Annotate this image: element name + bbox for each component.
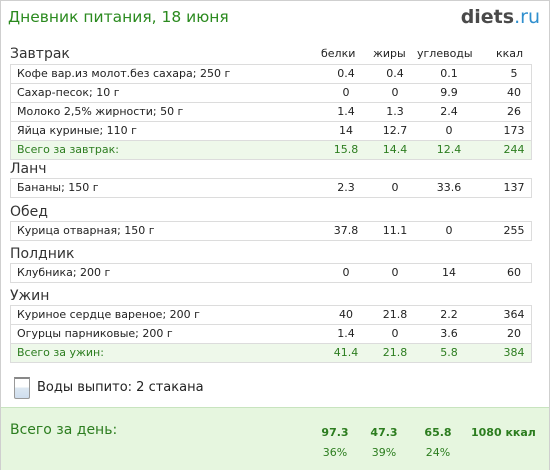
carbs-value: 0.1 [440, 67, 458, 80]
carbs-value: 14 [442, 266, 456, 279]
protein-value: 1.4 [337, 105, 355, 118]
meal-title-supper: Ужин [10, 288, 50, 304]
carbs-value: 2.2 [440, 308, 458, 321]
day-total-label: Всего за день: [10, 422, 118, 438]
carbs-value: 9.9 [440, 86, 458, 99]
protein-total: 15.8 [333, 143, 359, 156]
fat-value: 0 [391, 327, 399, 340]
carbs-value: 2.4 [440, 105, 458, 118]
meal-table-lunch: Бананы; 150 г 2.3 0 33.6 137 [10, 178, 532, 198]
kcal-value: 255 [503, 224, 525, 237]
brand-name: diets [460, 6, 515, 28]
meal-total-label: Всего за ужин: [17, 346, 104, 359]
kcal-value: 5 [510, 67, 518, 80]
protein-value: 14 [339, 124, 353, 137]
kcal-total: 384 [503, 346, 525, 359]
column-header-fat: жиры [373, 47, 406, 60]
fat-value: 0 [391, 266, 399, 279]
fat-value: 11.1 [382, 224, 408, 237]
carbs-value: 0 [445, 124, 453, 137]
meal-table-snack: Клубника; 200 г 0 0 14 60 [10, 263, 532, 283]
glass-icon [14, 377, 30, 399]
table-row: Сахар-песок; 10 г 0 0 9.9 40 [10, 84, 532, 103]
food-name[interactable]: Кофе вар.из молот.без сахара; 250 г [17, 67, 231, 80]
fat-total: 14.4 [382, 143, 408, 156]
fat-total: 21.8 [382, 346, 408, 359]
fat-value: 21.8 [382, 308, 408, 321]
protein-value: 0 [342, 266, 350, 279]
water-text: Воды выпито: 2 стакана [37, 380, 204, 395]
table-row: Огурцы парниковые; 200 г 1.4 0 3.6 20 [10, 325, 532, 344]
brand-logo[interactable]: diets.ru [460, 6, 540, 28]
page-title: Дневник питания, 18 июня [8, 8, 229, 26]
kcal-value: 173 [503, 124, 525, 137]
carbs-total: 12.4 [436, 143, 462, 156]
brand-tld: ru [520, 6, 540, 28]
food-name[interactable]: Яйца куриные; 110 г [17, 124, 137, 137]
kcal-value: 26 [507, 105, 521, 118]
carbs-value: 0 [445, 224, 453, 237]
meal-total-row: Всего за завтрак: 15.8 14.4 12.4 244 [10, 141, 532, 160]
carbs-total: 5.8 [440, 346, 458, 359]
fat-value: 0 [391, 181, 399, 194]
protein-value: 1.4 [337, 327, 355, 340]
day-carbs-total: 65.8 [424, 426, 452, 439]
meal-title-snack: Полдник [10, 246, 75, 262]
kcal-value: 40 [507, 86, 521, 99]
food-name[interactable]: Бананы; 150 г [17, 181, 99, 194]
meal-total-label: Всего за завтрак: [17, 143, 120, 156]
food-name[interactable]: Огурцы парниковые; 200 г [17, 327, 173, 340]
meal-total-row: Всего за ужин: 41.4 21.8 5.8 384 [10, 344, 532, 363]
meal-title-breakfast: Завтрак [10, 46, 70, 62]
fat-value: 0 [391, 86, 399, 99]
day-protein-percent: 36% [322, 446, 348, 459]
protein-value: 2.3 [337, 181, 355, 194]
day-protein-total: 97.3 [321, 426, 349, 439]
kcal-total: 244 [503, 143, 525, 156]
day-carbs-percent: 24% [425, 446, 451, 459]
fat-value: 0.4 [386, 67, 404, 80]
food-name[interactable]: Клубника; 200 г [17, 266, 111, 279]
day-kcal-total: 1080 ккал [471, 426, 536, 439]
protein-value: 37.8 [333, 224, 359, 237]
table-row: Курица отварная; 150 г 37.8 11.1 0 255 [10, 221, 532, 241]
header: Дневник питания, 18 июня diets.ru [1, 1, 549, 37]
meal-table-supper: Куриное сердце вареное; 200 г 40 21.8 2.… [10, 305, 532, 363]
kcal-value: 20 [507, 327, 521, 340]
meal-table-breakfast: Кофе вар.из молот.без сахара; 250 г 0.4 … [10, 64, 532, 160]
column-header-carbs: углеводы [417, 47, 473, 60]
fat-value: 1.3 [386, 105, 404, 118]
carbs-value: 3.6 [440, 327, 458, 340]
carbs-value: 33.6 [436, 181, 462, 194]
protein-value: 40 [339, 308, 353, 321]
food-name[interactable]: Сахар-песок; 10 г [17, 86, 120, 99]
food-name[interactable]: Куриное сердце вареное; 200 г [17, 308, 200, 321]
table-row: Кофе вар.из молот.без сахара; 250 г 0.4 … [10, 64, 532, 84]
protein-value: 0.4 [337, 67, 355, 80]
kcal-value: 60 [507, 266, 521, 279]
column-header-kcal: ккал [496, 47, 524, 60]
table-row: Бананы; 150 г 2.3 0 33.6 137 [10, 178, 532, 198]
day-total-panel: Всего за день: 97.3 47.3 65.8 1080 ккал … [1, 407, 549, 470]
protein-total: 41.4 [333, 346, 359, 359]
meal-table-obed: Курица отварная; 150 г 37.8 11.1 0 255 [10, 221, 532, 241]
table-row: Яйца куриные; 110 г 14 12.7 0 173 [10, 122, 532, 141]
table-row: Клубника; 200 г 0 0 14 60 [10, 263, 532, 283]
meal-title-obed: Обед [10, 204, 48, 220]
column-header-protein: белки [321, 47, 356, 60]
table-row: Молоко 2,5% жирности; 50 г 1.4 1.3 2.4 2… [10, 103, 532, 122]
day-fat-total: 47.3 [370, 426, 398, 439]
meal-title-lunch: Ланч [10, 161, 47, 177]
food-name[interactable]: Молоко 2,5% жирности; 50 г [17, 105, 184, 118]
fat-value: 12.7 [382, 124, 408, 137]
day-fat-percent: 39% [371, 446, 397, 459]
table-row: Куриное сердце вареное; 200 г 40 21.8 2.… [10, 305, 532, 325]
food-name[interactable]: Курица отварная; 150 г [17, 224, 155, 237]
kcal-value: 137 [503, 181, 525, 194]
kcal-value: 364 [503, 308, 525, 321]
protein-value: 0 [342, 86, 350, 99]
